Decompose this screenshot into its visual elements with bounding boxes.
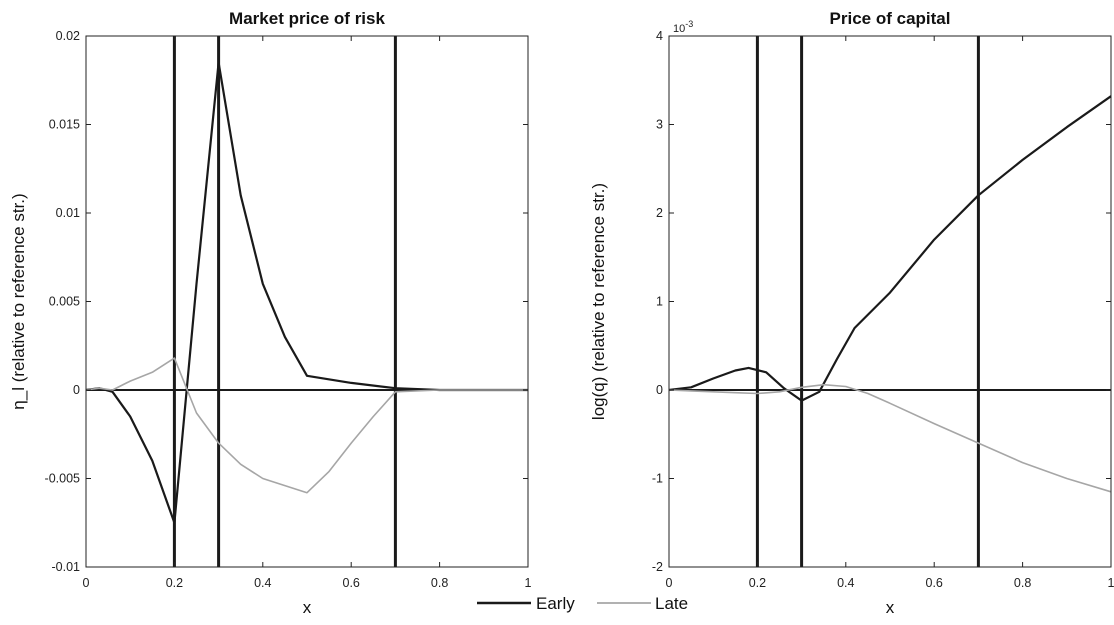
y-tick-label: 0 — [656, 383, 663, 397]
y-tick-label: 4 — [656, 29, 663, 43]
y-tick-label: 0 — [73, 383, 80, 397]
plot-area — [86, 36, 528, 567]
x-axis-label: x — [886, 598, 895, 617]
x-tick-label: 1 — [525, 576, 532, 590]
x-tick-label: 0.4 — [254, 576, 271, 590]
x-tick-label: 0.8 — [431, 576, 448, 590]
y-tick-label: 0.015 — [49, 118, 80, 132]
x-tick-label: 0.4 — [837, 576, 854, 590]
y-tick-label: 3 — [656, 118, 663, 132]
x-tick-label: 0.8 — [1014, 576, 1031, 590]
series-line-early — [85, 61, 528, 524]
x-tick-label: 0 — [666, 576, 673, 590]
panel-market-price-of-risk: 0 0.2 0.4 0.6 0.8 1 -0.01 -0.005 0 0.005 0.01 0.015… — [9, 9, 532, 617]
y-tick-label: -1 — [652, 472, 663, 486]
x-tick-label: 0.2 — [166, 576, 183, 590]
series-line-late — [668, 383, 1112, 493]
y-tick-label: 2 — [656, 206, 663, 220]
y-tick-label: 1 — [656, 295, 663, 309]
legend-late-label: Late — [655, 594, 688, 613]
y-axis-label: η_l (relative to reference str.) — [9, 193, 28, 409]
x-tick-label: 0.6 — [343, 576, 360, 590]
y-tick-label: -2 — [652, 560, 663, 574]
chart-title: Price of capital — [830, 9, 951, 28]
x-tick-label: 1 — [1108, 576, 1114, 590]
plot-area — [669, 36, 1111, 567]
x-tick-label: 0.2 — [749, 576, 766, 590]
legend-early-label: Early — [536, 594, 575, 613]
y-axis-label: log(q) (relative to reference str.) — [589, 183, 608, 420]
panel-price-of-capital: 0 0.2 0.4 0.6 0.8 1 -2 -1 0 1 2 3 4 Price of capital x… — [589, 9, 1114, 617]
series-line-late — [85, 357, 528, 494]
chart-title: Market price of risk — [229, 9, 385, 28]
y-tick-label: -0.005 — [45, 472, 80, 486]
y-tick-label: 0.01 — [56, 206, 80, 220]
legend: Early Late — [477, 594, 688, 613]
x-axis-label: x — [303, 598, 312, 617]
x-tick-label: 0 — [83, 576, 90, 590]
y-tick-label: 0.005 — [49, 295, 80, 309]
y-tick-label: -0.01 — [52, 560, 81, 574]
y-tick-label: 0.02 — [56, 29, 80, 43]
x-tick-label: 0.6 — [926, 576, 943, 590]
series-line-early — [668, 95, 1112, 402]
y-scale-multiplier: 10-3 — [673, 19, 693, 35]
